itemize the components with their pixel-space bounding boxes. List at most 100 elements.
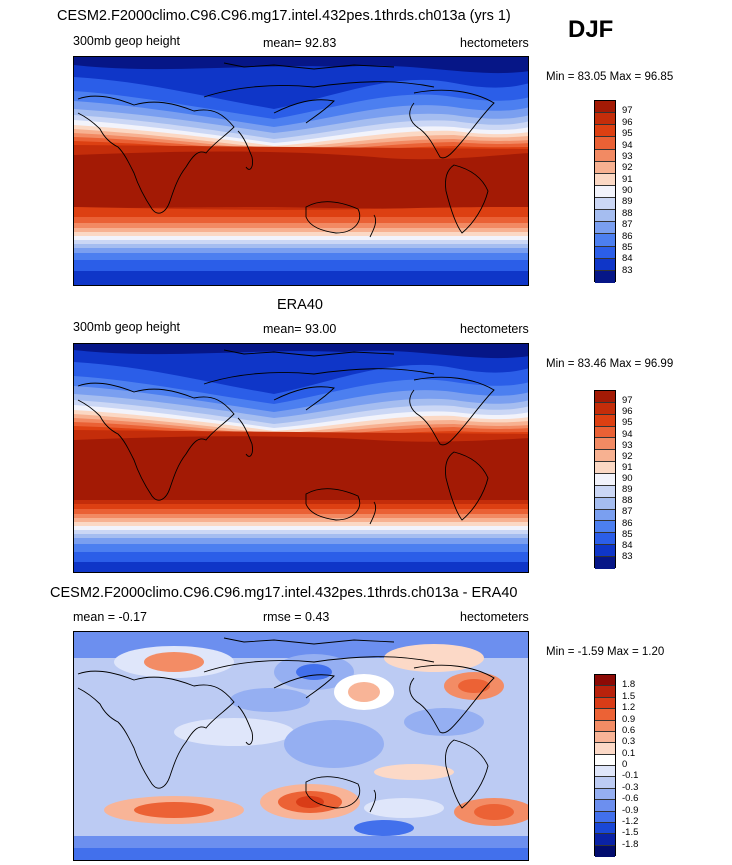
colorbar-tick-label: 96 (622, 116, 633, 128)
panel-3-coastlines (77, 637, 495, 813)
colorbar-tick-label: 93 (622, 150, 633, 162)
panel-3-title: CESM2.F2000climo.C96.C96.mg17.intel.432p… (50, 585, 518, 601)
panel-1-title: CESM2.F2000climo.C96.C96.mg17.intel.432p… (57, 8, 511, 24)
colorbar-box (595, 533, 615, 546)
panel-3-colorbar (594, 674, 616, 857)
colorbar-tick-label: 84 (622, 539, 633, 551)
colorbar-box (595, 686, 615, 698)
panel-2-mean-label: mean= 93.00 (263, 322, 337, 336)
colorbar-box (595, 234, 615, 247)
panel-1-map (73, 56, 529, 286)
colorbar-box (595, 222, 615, 235)
colorbar-box (595, 125, 615, 138)
colorbar-box (595, 777, 615, 789)
colorbar-box (595, 845, 615, 857)
colorbar-tick-label: -0.3 (622, 781, 639, 793)
colorbar-box (595, 149, 615, 162)
colorbar-box (595, 474, 615, 486)
panel-3-rmse-label: rmse = 0.43 (263, 610, 330, 624)
colorbar-tick-label: 95 (622, 417, 633, 429)
panel-3-units-label: hectometers (460, 610, 529, 624)
season-label: DJF (568, 16, 614, 43)
colorbar-tick-label: 94 (622, 139, 633, 151)
colorbar-box (595, 161, 615, 174)
colorbar-tick-label: -1.8 (622, 838, 639, 850)
colorbar-box (595, 720, 615, 732)
colorbar-box (595, 426, 615, 439)
panel-3-map (73, 631, 529, 861)
colorbar-tick-label: 97 (622, 395, 633, 407)
colorbar-tick-label: 0.3 (622, 736, 636, 748)
colorbar-tick-label: 87 (622, 219, 633, 231)
panel-2-units-label: hectometers (460, 322, 529, 336)
colorbar-box (595, 766, 615, 778)
colorbar-box (595, 402, 615, 415)
panel-3-contour-field (74, 632, 528, 860)
colorbar-box (595, 101, 615, 114)
colorbar-box (595, 788, 615, 801)
panel-2-map (73, 343, 529, 573)
colorbar-tick-label: 1.8 (622, 679, 636, 691)
colorbar-box (595, 450, 615, 463)
panel-1-coastlines (77, 62, 495, 238)
colorbar-box (595, 521, 615, 534)
colorbar-tick-label: 93 (622, 439, 633, 451)
colorbar-tick-label: 89 (622, 196, 633, 208)
colorbar-box (595, 497, 615, 510)
colorbar-tick-label: -0.9 (622, 804, 639, 816)
colorbar-tick-label: -1.5 (622, 827, 639, 839)
colorbar-tick-label: 90 (622, 473, 633, 484)
colorbar-tick-label: 88 (622, 207, 633, 219)
panel-2-contour-field (74, 344, 528, 572)
panel-2-variable-label: 300mb geop height (73, 320, 181, 334)
panel-1-contour-field (74, 57, 528, 285)
colorbar-box (595, 485, 615, 498)
colorbar-box (595, 754, 615, 766)
colorbar-box (595, 137, 615, 150)
colorbar-tick-label: 86 (622, 517, 633, 529)
colorbar-box (595, 462, 615, 475)
colorbar-box (595, 811, 615, 823)
colorbar-tick-label: 83 (622, 264, 633, 276)
colorbar-box (595, 822, 615, 835)
panel-1-minmax: Min = 83.05 Max = 96.85 (546, 71, 674, 83)
colorbar-tick-label: 94 (622, 428, 633, 440)
colorbar-box (595, 210, 615, 223)
colorbar-tick-label: 1.5 (622, 690, 636, 702)
colorbar-box (595, 709, 615, 721)
colorbar-tick-label: -1.2 (622, 815, 639, 827)
colorbar-box (595, 198, 615, 211)
panel-1-mean-label: mean= 92.83 (263, 36, 337, 50)
colorbar-tick-label: 92 (622, 450, 633, 462)
panel-2-minmax: Min = 83.46 Max = 96.99 (546, 358, 674, 370)
colorbar-tick-label: 87 (622, 506, 633, 518)
panel-3-minmax: Min = -1.59 Max = 1.20 (546, 646, 665, 658)
colorbar-box (595, 185, 615, 198)
colorbar-tick-label: 90 (622, 185, 633, 196)
colorbar-box (595, 834, 615, 846)
panel-2-colorbar (594, 390, 616, 569)
colorbar-tick-label: -0.6 (622, 793, 639, 805)
colorbar-tick-label: 92 (622, 162, 633, 174)
colorbar-box (595, 743, 615, 755)
colorbar-tick-label: 97 (622, 105, 633, 117)
colorbar-tick-label: 83 (622, 550, 633, 562)
colorbar-box (595, 270, 615, 283)
panel-2-title: ERA40 (277, 297, 323, 313)
colorbar-tick-label: 91 (622, 173, 633, 185)
colorbar-tick-label: 96 (622, 406, 633, 418)
colorbar-tick-label: 84 (622, 253, 633, 265)
panel-1-units-label: hectometers (460, 36, 529, 50)
colorbar-box (595, 113, 615, 126)
colorbar-tick-label: 89 (622, 484, 633, 496)
colorbar-box (595, 731, 615, 744)
colorbar-box (595, 258, 615, 271)
colorbar-box (595, 545, 615, 558)
colorbar-tick-label: 0.9 (622, 713, 636, 725)
colorbar-box (595, 557, 615, 569)
colorbar-tick-label: 85 (622, 241, 633, 253)
colorbar-tick-label: 95 (622, 128, 633, 140)
colorbar-tick-label: 0.1 (622, 747, 636, 759)
colorbar-tick-label: 1.2 (622, 702, 636, 714)
colorbar-tick-label: 0 (622, 759, 628, 770)
